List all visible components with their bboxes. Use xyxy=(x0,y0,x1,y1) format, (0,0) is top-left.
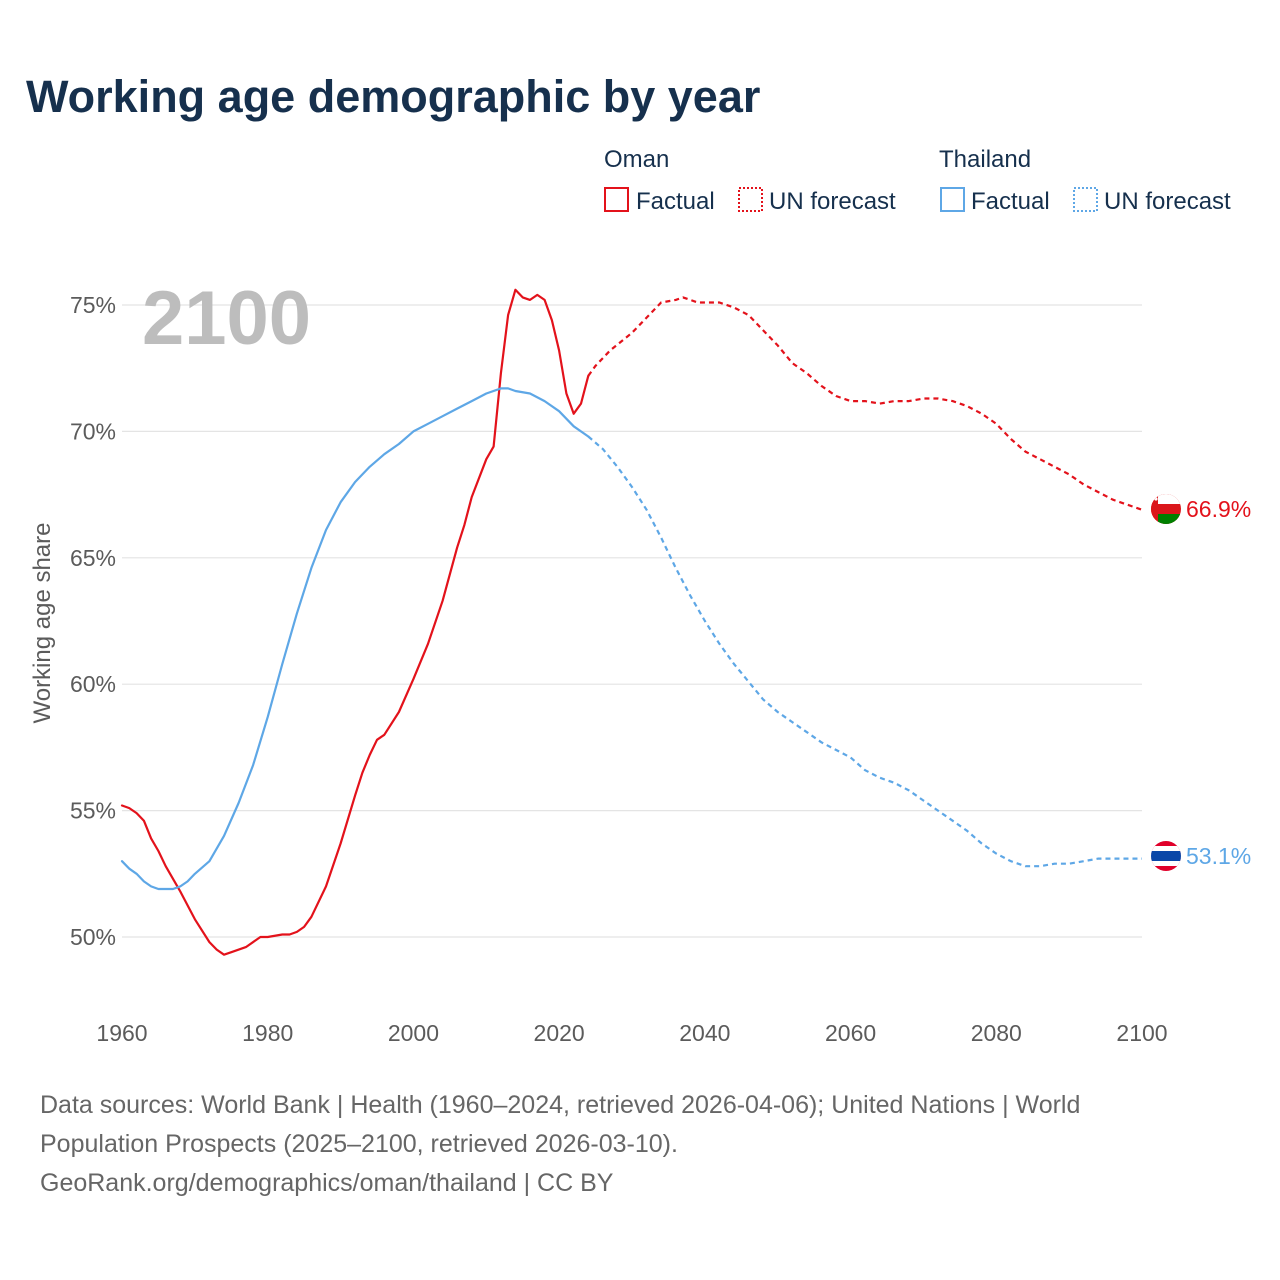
thailand-flag-icon xyxy=(1151,841,1181,871)
x-tick-label: 2000 xyxy=(388,1020,439,1046)
legend-label-thailand-factual: Factual xyxy=(971,188,1050,215)
oman-end-marker: 66.9% xyxy=(1151,494,1251,524)
legend: Oman Factual UN forecast Thailand Factua… xyxy=(604,146,1231,215)
legend-group-oman: Oman xyxy=(604,146,669,173)
x-tick-label: 2100 xyxy=(1116,1020,1167,1046)
x-axis-ticks: 1960 1980 2000 2020 2040 2060 2080 2100 xyxy=(96,1020,1167,1046)
legend-swatch-oman-forecast xyxy=(738,187,763,212)
y-tick-label: 55% xyxy=(70,798,116,824)
footer: Data sources: World Bank | Health (1960–… xyxy=(40,1086,1250,1203)
oman-end-label: 66.9% xyxy=(1186,496,1251,522)
y-tick-label: 70% xyxy=(70,418,116,444)
legend-label-oman-forecast: UN forecast xyxy=(769,188,896,215)
y-axis-label: Working age share xyxy=(29,523,56,724)
y-tick-label: 50% xyxy=(70,924,116,950)
footer-sources-line-2: Population Prospects (2025–2100, retriev… xyxy=(40,1130,678,1158)
legend-label-thailand-forecast: UN forecast xyxy=(1104,188,1231,215)
footer-sources-line-1: Data sources: World Bank | Health (1960–… xyxy=(40,1091,1081,1119)
y-tick-label: 75% xyxy=(70,292,116,318)
series-line-thailand-forecast xyxy=(587,435,1142,868)
y-tick-label: 60% xyxy=(70,671,116,697)
legend-label-oman-factual: Factual xyxy=(636,188,715,215)
series-lines xyxy=(120,288,1143,956)
x-tick-label: 1980 xyxy=(242,1020,293,1046)
legend-swatch-thailand-factual xyxy=(940,187,965,212)
y-axis-ticks: 50% 55% 60% 65% 70% 75% xyxy=(70,292,116,950)
x-tick-label: 2020 xyxy=(534,1020,585,1046)
series-line-thailand-factual xyxy=(120,387,590,891)
x-tick-label: 1960 xyxy=(96,1020,147,1046)
series-line-oman-factual xyxy=(120,288,590,956)
y-tick-label: 65% xyxy=(70,545,116,571)
chart-title: Working age demographic by year xyxy=(26,71,760,122)
legend-swatch-oman-factual xyxy=(604,187,629,212)
legend-group-thailand: Thailand xyxy=(939,146,1031,173)
x-tick-label: 2060 xyxy=(825,1020,876,1046)
oman-flag-icon xyxy=(1151,494,1181,524)
thailand-end-label: 53.1% xyxy=(1186,843,1251,869)
x-tick-label: 2080 xyxy=(971,1020,1022,1046)
year-watermark: 2100 xyxy=(142,276,311,361)
footer-attribution: GeoRank.org/demographics/oman/thailand |… xyxy=(40,1169,614,1197)
thailand-end-marker: 53.1% xyxy=(1151,841,1251,871)
legend-swatch-thailand-forecast xyxy=(1073,187,1098,212)
series-line-oman-forecast xyxy=(587,296,1143,511)
gridlines xyxy=(122,304,1142,938)
x-tick-label: 2040 xyxy=(679,1020,730,1046)
